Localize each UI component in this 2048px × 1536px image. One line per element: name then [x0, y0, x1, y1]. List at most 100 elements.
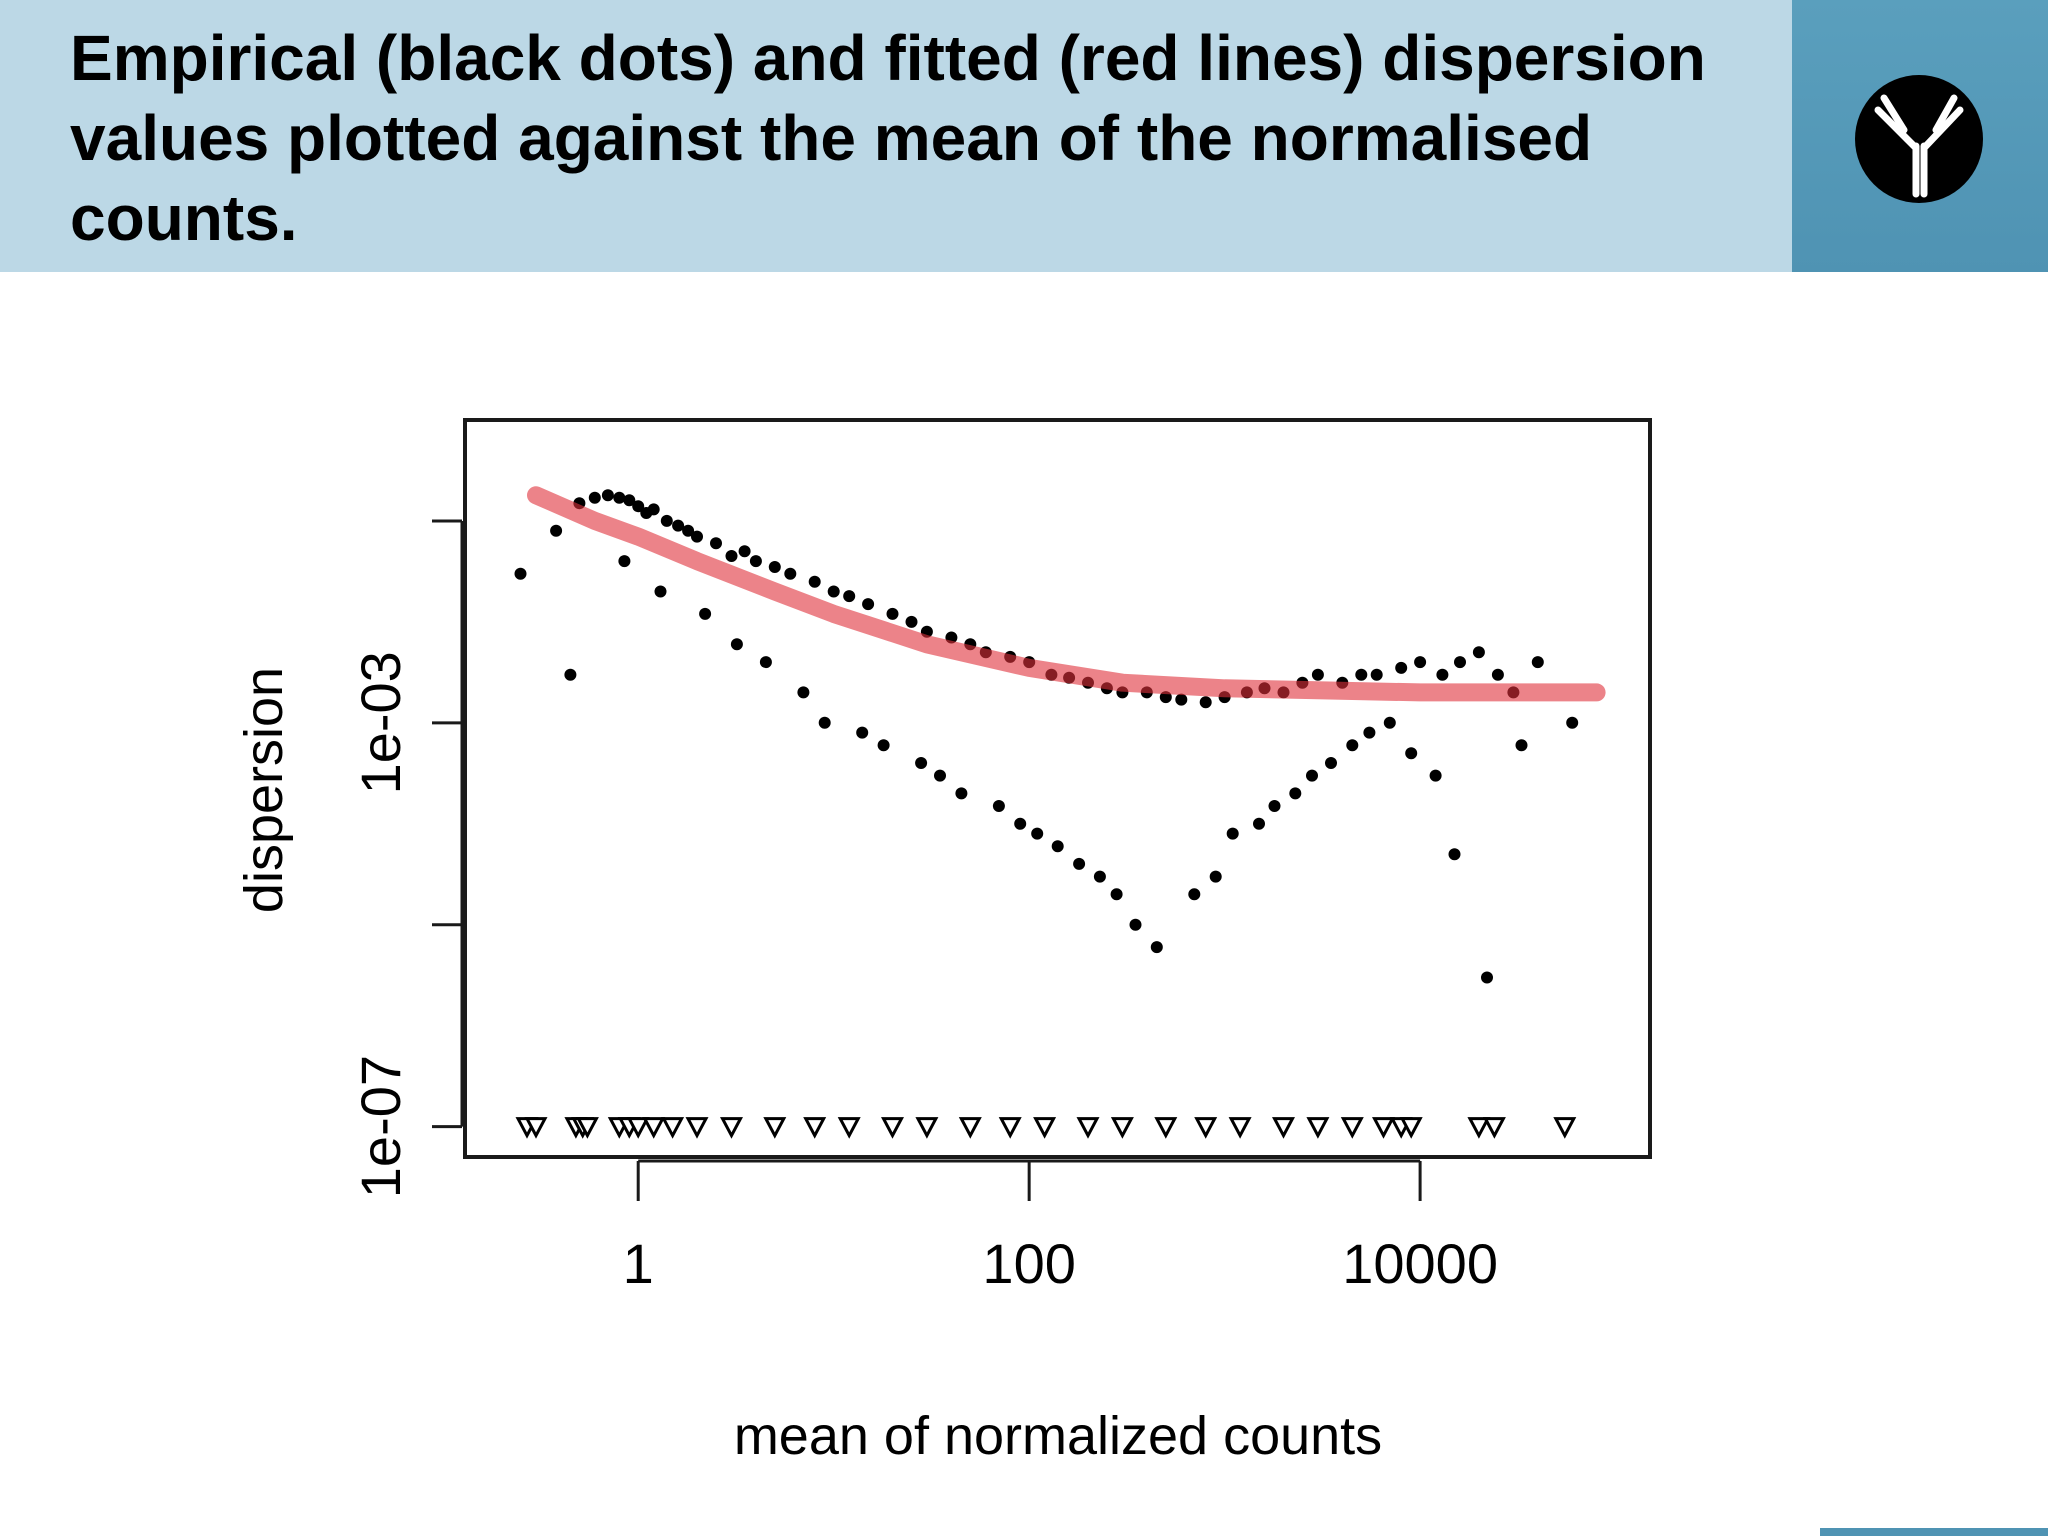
dispersion-point	[1289, 787, 1302, 800]
zero-dispersion-marker	[881, 1117, 904, 1139]
dispersion-point	[738, 545, 751, 558]
x-tick-label: 10000	[1342, 1232, 1498, 1295]
x-axis: 1 100 10000	[623, 1159, 1498, 1295]
zero-dispersion-marker	[1076, 1117, 1100, 1139]
dispersion-point	[877, 739, 890, 752]
dispersion-point	[691, 530, 703, 543]
dispersion-point	[1209, 870, 1222, 883]
dispersion-point	[862, 598, 875, 611]
dispersion-point	[1531, 656, 1544, 669]
zero-dispersion-marker	[720, 1117, 743, 1139]
y-axis-label: dispersion	[234, 667, 294, 913]
dispersion-point	[992, 800, 1005, 812]
fitted-dispersion-line	[527, 486, 1606, 702]
zero-dispersion-marker	[661, 1117, 685, 1139]
dispersion-point	[768, 561, 781, 573]
slide-title: Empirical (black dots) and fitted (red l…	[70, 22, 1706, 254]
dispersion-point	[955, 787, 968, 800]
zero-dispersion-marker	[1033, 1117, 1057, 1139]
dispersion-point	[1325, 757, 1337, 769]
zero-dispersion-marker	[998, 1117, 1022, 1139]
dispersion-point	[1073, 857, 1086, 870]
dispersion-point	[1481, 971, 1493, 984]
dispersion-point	[759, 656, 772, 669]
dispersion-point	[856, 726, 869, 739]
dispersion-point	[699, 607, 712, 620]
dispersion-point	[1515, 739, 1528, 752]
dispersion-point	[647, 503, 660, 516]
antibody-icon	[1855, 75, 1983, 203]
y-tick-label: 1e-03	[349, 651, 412, 794]
dispersion-point	[934, 769, 946, 782]
dispersion-point	[818, 716, 831, 729]
dispersion-point	[1346, 739, 1359, 752]
zero-dispersion-marker	[1194, 1117, 1218, 1139]
zero-dispersion-marker	[524, 1117, 548, 1139]
dispersion-point	[1199, 696, 1212, 709]
zero-dispersion-markers	[515, 1117, 1577, 1139]
dispersion-point	[915, 757, 928, 769]
zero-dispersion-marker	[837, 1117, 861, 1139]
zero-dispersion-marker	[1482, 1117, 1506, 1139]
zero-dispersion-marker	[958, 1117, 982, 1139]
title-banner	[0, 0, 1792, 272]
dispersion-point	[1472, 646, 1485, 659]
dispersion-point	[682, 524, 695, 537]
dispersion-point	[1014, 817, 1027, 830]
dispersion-point	[1414, 656, 1427, 669]
dispersion-point	[1454, 656, 1466, 669]
zero-dispersion-marker	[626, 1117, 650, 1139]
zero-dispersion-marker	[685, 1117, 709, 1139]
dispersion-point	[1150, 941, 1163, 954]
dispersion-point	[827, 585, 840, 598]
zero-dispersion-marker	[1272, 1117, 1295, 1139]
dispersion-point	[1129, 918, 1142, 931]
dispersion-point	[1405, 747, 1418, 760]
zero-dispersion-marker	[1553, 1117, 1577, 1139]
footer-accent-strip	[1820, 1528, 2048, 1536]
dispersion-point	[1436, 668, 1449, 681]
dispersion-points	[514, 489, 1579, 984]
y-axis: 1e-07 1e-03	[349, 519, 464, 1198]
dispersion-point	[1363, 726, 1376, 739]
dispersion-point	[1175, 693, 1188, 706]
dispersion-point	[886, 607, 899, 620]
y-tick-label: 1e-07	[349, 1055, 412, 1198]
dispersion-point	[564, 668, 577, 681]
dispersion-point	[1355, 668, 1368, 681]
dispersion-point	[514, 567, 527, 580]
dispersion-point	[613, 491, 626, 504]
dispersion-point	[905, 615, 918, 628]
x-tick-label: 100	[982, 1232, 1075, 1295]
dispersion-point	[725, 550, 738, 562]
dispersion-point	[550, 524, 563, 537]
dispersion-point	[1051, 840, 1064, 853]
dispersion-point	[1566, 716, 1579, 729]
dispersion-point	[623, 494, 636, 507]
dispersion-point	[1188, 888, 1201, 901]
dispersion-point	[730, 638, 743, 651]
dispersion-point	[1268, 800, 1281, 812]
zero-dispersion-marker	[1154, 1117, 1178, 1139]
dispersion-plot: 1 100 10000 1e-07 1e-03 mean of normalized …	[234, 418, 1652, 1466]
dispersion-point	[843, 590, 856, 603]
dispersion-point	[1110, 888, 1123, 901]
dispersion-point	[1383, 716, 1396, 729]
zero-dispersion-marker	[1467, 1117, 1491, 1139]
dispersion-point	[1093, 870, 1106, 883]
dispersion-point	[1031, 827, 1044, 840]
dispersion-point	[1253, 817, 1265, 830]
zero-dispersion-marker	[1340, 1117, 1364, 1139]
dispersion-point	[1429, 769, 1442, 782]
dispersion-point	[749, 555, 762, 568]
dispersion-point	[1306, 769, 1318, 782]
dispersion-point	[1448, 848, 1461, 861]
zero-dispersion-marker	[642, 1117, 666, 1139]
dispersion-point	[1491, 668, 1504, 681]
zero-dispersion-marker	[1399, 1117, 1423, 1139]
dispersion-point	[672, 519, 685, 532]
dispersion-point	[1395, 661, 1408, 674]
zero-dispersion-marker	[1306, 1117, 1330, 1139]
dispersion-point	[1370, 668, 1383, 681]
zero-dispersion-marker	[803, 1117, 827, 1139]
